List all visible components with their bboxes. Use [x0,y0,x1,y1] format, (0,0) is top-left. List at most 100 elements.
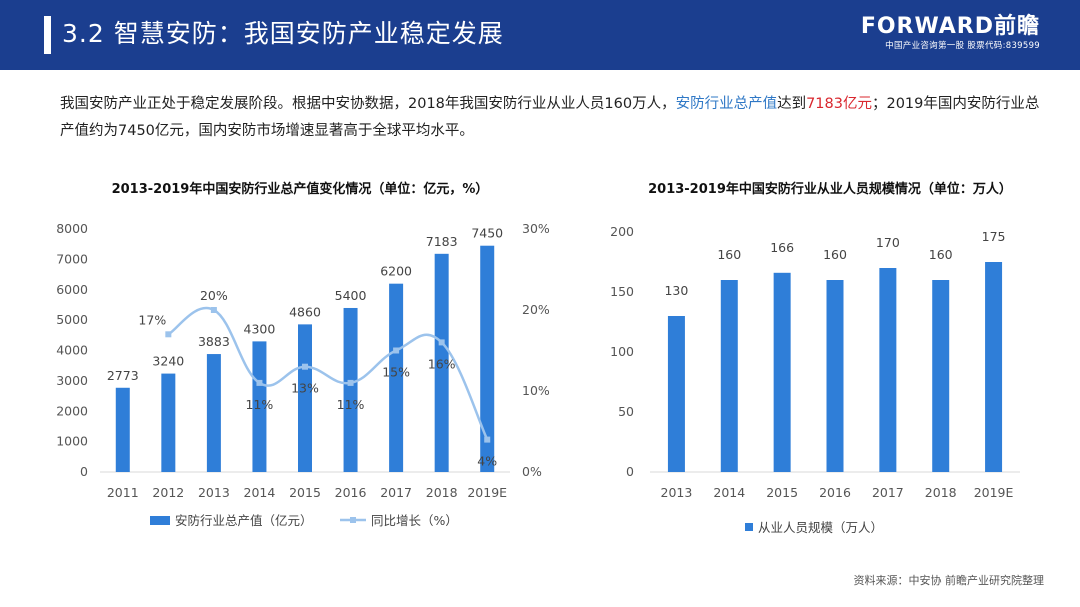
chart1-bar [343,307,358,472]
source-note: 资料来源：中安协 前瞻产业研究院整理 [853,574,1045,587]
brand-logo: FORWARD前瞻 [860,14,1040,39]
chart1-bar [115,387,130,472]
chart2-x-tick: 2015 [766,485,798,500]
chart1-bar [389,283,404,472]
chart1-growth-label: 20% [200,288,228,303]
intro-paragraph: 我国安防产业正处于稳定发展阶段。根据中安协数据，2018年我国安防行业从业人员1… [60,91,1040,145]
chart1-bar [252,341,267,472]
brand-tagline: 中国产业咨询第一股 股票代码:839599 [885,41,1040,51]
chart1-y-right-tick: 20% [522,302,550,317]
chart1-bar [206,354,221,472]
chart2-legend-swatch [745,523,753,531]
chart2-bar-label: 175 [982,229,1006,244]
chart2-bar [773,272,791,472]
chart1-legend-bar-label: 安防行业总产值（亿元） [175,513,313,528]
chart1-legend-bar-swatch [150,516,170,525]
chart1-x-tick: 2012 [152,485,184,500]
chart2-y-tick: 100 [610,344,634,359]
chart1-growth-point [347,379,354,386]
chart1-x-tick: 2014 [244,485,276,500]
chart1-growth-point [484,436,491,443]
chart1-growth-point [302,363,308,370]
chart1-x-tick: 2018 [426,485,458,500]
chart1-bar-label: 6200 [380,264,412,279]
chart2-bar-label: 130 [664,283,688,298]
chart2-bar [667,316,685,472]
chart1-y-left-tick: 5000 [56,312,88,327]
chart2-y-tick: 0 [626,464,634,479]
chart1-x-tick: 2015 [289,485,321,500]
chart2-y-tick: 50 [618,404,634,419]
intro-highlight-industry: 安防行业总产值 [675,96,778,112]
chart2-x-tick: 2017 [872,485,904,500]
chart2-bar-label: 170 [876,235,900,250]
chart1-x-tick: 2017 [380,485,412,500]
chart2-y-tick: 150 [610,284,634,299]
title-accent-bar [44,16,51,54]
brand-block: FORWARD前瞻 中国产业咨询第一股 股票代码:839599 [861,14,1040,52]
chart1-y-left-tick: 0 [80,464,88,479]
chart1-legend-line-label: 同比增长（%） [371,513,458,528]
intro-text-3: ；2019年国内安防行业总产值约为7450亿元，国内安防市场增速显著高于全球平均… [60,96,1040,139]
chart2-bar [720,280,738,472]
chart2-x-tick: 2018 [925,485,957,500]
chart2-x-tick: 2013 [661,485,693,500]
chart1-bar [434,253,449,472]
chart1-title: 2013-2019年中国安防行业总产值变化情况（单位：亿元，%） [112,181,489,197]
chart1-growth-label: 17% [138,312,166,327]
chart2-legend-label: 从业人员规模（万人） [758,520,883,535]
chart2-y-tick: 200 [610,224,634,239]
chart2-x-tick: 2019E [974,485,1014,500]
chart1-x-tick: 2011 [107,485,139,500]
chart1-y-left-tick: 6000 [56,282,88,297]
chart1-growth-label: 4% [477,454,497,469]
chart1-bar [161,373,176,472]
chart1-growth-point [256,379,263,386]
chart2-bar-label: 160 [823,247,847,262]
intro-text-1: 我国安防产业正处于稳定发展阶段。根据中安协数据，2018年我国安防行业从业人员1… [60,96,676,112]
chart1-growth-label: 16% [428,356,456,371]
chart1-bar [480,245,495,472]
page-title: 3.2 智慧安防：我国安防产业稳定发展 [62,19,504,48]
chart1-growth-point [210,307,217,313]
chart1-bar-label: 7183 [426,234,458,249]
chart2-x-tick: 2016 [819,485,851,500]
chart2-bar-label: 160 [929,247,953,262]
header-banner: 3.2 智慧安防：我国安防产业稳定发展 FORWARD前瞻 中国产业咨询第一股 … [0,0,1080,70]
intro-text-2: 达到 [777,96,807,112]
chart1-y-left-tick: 7000 [56,251,88,266]
chart1-bar-label: 2773 [107,368,139,383]
chart1-bar-label: 7450 [471,226,503,241]
intro-highlight-value: 7183亿元 [806,96,872,112]
chart1-y-right-tick: 0% [522,464,542,479]
chart1-y-left-tick: 2000 [56,403,88,418]
chart1-bar-label: 3240 [152,354,184,369]
chart2-bar [879,268,897,472]
chart1-bar-label: 4300 [244,321,276,336]
chart1-y-left-tick: 3000 [56,373,88,388]
chart1-bar [298,324,312,472]
chart1-x-tick: 2016 [335,485,367,500]
chart1-y-left-tick: 1000 [56,434,88,449]
chart2-title: 2013-2019年中国安防行业从业人员规模情况（单位：万人） [648,181,1012,197]
chart1-x-tick: 2013 [198,485,230,500]
chart2-bar-label: 166 [770,240,794,255]
chart1-bar-label: 3883 [198,334,230,349]
chart1-growth-label: 11% [246,397,274,412]
chart1-bar-label: 4860 [289,304,321,319]
chart1-growth-point [393,347,400,354]
chart1-legend-line-marker [350,517,356,523]
chart1-growth-point [165,331,172,338]
chart1-y-left-tick: 8000 [56,221,88,236]
chart1-growth-label: 15% [382,365,410,380]
chart1-growth-label: 11% [337,397,365,412]
chart1-y-left-tick: 4000 [56,343,88,358]
chart2-bar [985,262,1003,472]
chart1-growth-label: 13% [291,381,319,396]
chart1-y-right-tick: 10% [522,383,550,398]
chart2-bar [932,280,950,472]
chart2-x-tick: 2014 [713,485,745,500]
chart1-x-tick: 2019E [467,485,507,500]
chart2-bar-label: 160 [717,247,741,262]
